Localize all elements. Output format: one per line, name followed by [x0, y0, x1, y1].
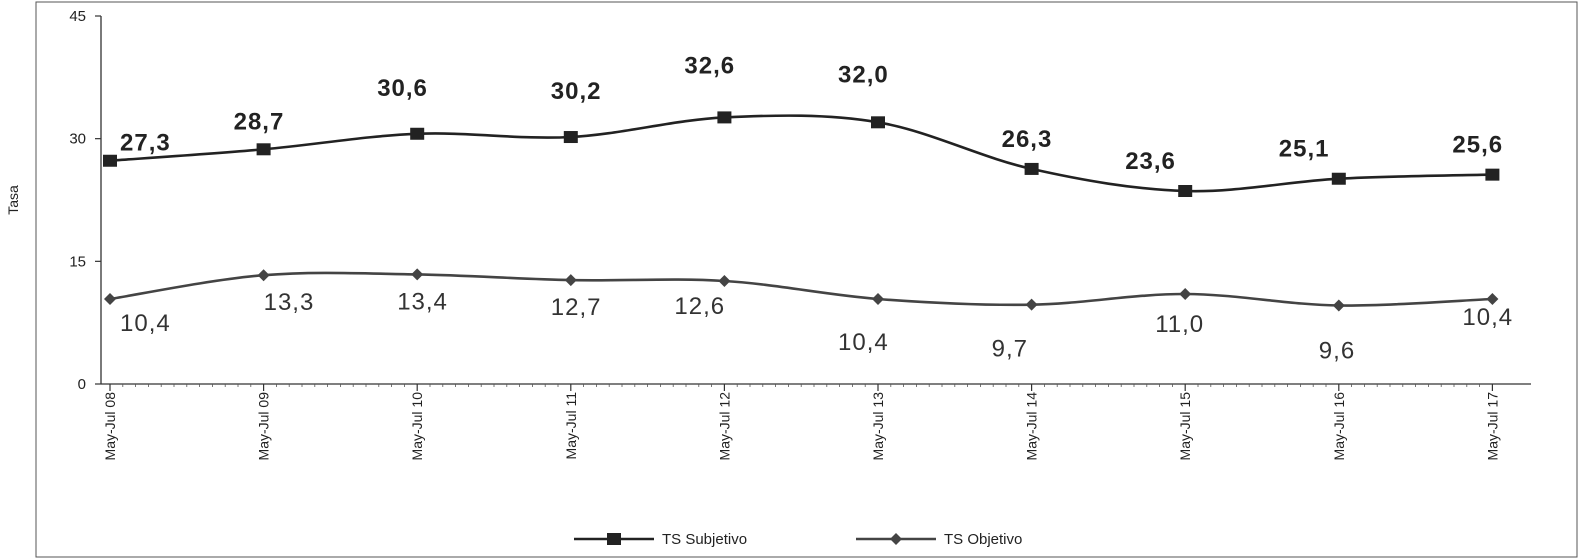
data-label: 30,6	[377, 75, 428, 102]
data-labels: 27,3 28,7 30,6 30,2 32,6 32,0 26,3 23,6 25,1 25,6…	[120, 52, 1513, 364]
data-label: 9,6	[1319, 337, 1355, 364]
data-point-diamond	[1332, 299, 1345, 312]
data-label: 32,6	[684, 52, 735, 79]
data-label: 11,0	[1155, 311, 1204, 338]
data-label: 27,3	[120, 130, 171, 157]
data-label: 12,7	[551, 294, 602, 321]
data-label: 10,4	[1462, 304, 1513, 331]
x-ticks: May-Jul 08 May-Jul 09 May-Jul 10 May-Jul 11…	[102, 384, 1500, 460]
legend-marker-diamond	[890, 533, 902, 545]
data-point-square	[1024, 162, 1039, 175]
x-tick-label: May-Jul 17	[1484, 392, 1500, 461]
y-ticks: 0 15 30 45	[69, 8, 101, 393]
data-point-diamond	[411, 268, 424, 281]
data-point-square	[1331, 172, 1346, 185]
data-point-diamond	[564, 274, 577, 287]
data-label: 12,6	[674, 293, 725, 320]
data-label: 32,0	[838, 61, 889, 88]
y-tick-label: 30	[69, 131, 86, 148]
data-point-square	[563, 131, 578, 144]
data-point-diamond	[718, 274, 731, 287]
data-point-square	[1178, 185, 1193, 198]
data-label: 28,7	[234, 108, 285, 135]
legend: TS Subjetivo TS Objetivo	[574, 531, 1022, 548]
data-point-square	[717, 111, 732, 124]
data-point-diamond	[1179, 288, 1192, 301]
x-tick-label: May-Jul 12	[716, 392, 732, 461]
x-tick-label: May-Jul 11	[563, 392, 579, 460]
data-point-diamond	[1486, 292, 1499, 305]
data-point-diamond	[1025, 298, 1038, 311]
x-tick-label: May-Jul 16	[1331, 392, 1347, 461]
data-label: 30,2	[551, 78, 602, 105]
series-line-ts-subjetivo	[109, 114, 1493, 193]
data-label: 25,6	[1452, 132, 1503, 159]
data-point-square	[871, 116, 885, 129]
series-layer	[103, 111, 1500, 312]
data-point-diamond	[872, 292, 884, 305]
legend-marker-square	[607, 533, 621, 545]
data-point-square	[1485, 168, 1500, 181]
data-point-diamond	[257, 269, 270, 282]
legend-label: TS Subjetivo	[662, 531, 747, 548]
data-label: 13,3	[264, 289, 315, 316]
x-tick-label: May-Jul 14	[1024, 392, 1040, 461]
x-tick-label: May-Jul 13	[870, 392, 886, 461]
data-label: 10,4	[838, 329, 889, 356]
y-tick-label: 15	[69, 253, 86, 270]
y-axis-title: Tasa	[5, 185, 21, 215]
series-line-ts-objetivo	[109, 271, 1493, 307]
y-tick-label: 0	[78, 376, 86, 393]
data-label: 23,6	[1125, 148, 1176, 175]
data-label: 26,3	[1002, 126, 1053, 153]
data-label: 25,1	[1279, 136, 1330, 163]
legend-label: TS Objetivo	[944, 531, 1022, 548]
data-label: 10,4	[120, 310, 171, 337]
chart-frame	[35, 1, 1578, 558]
data-point-square	[103, 154, 117, 167]
x-tick-label: May-Jul 09	[256, 392, 272, 461]
data-point-square	[410, 127, 425, 140]
data-point-square	[256, 143, 271, 156]
y-tick-label: 45	[69, 8, 86, 25]
data-point-diamond	[104, 292, 116, 305]
data-label: 9,7	[992, 336, 1028, 363]
x-tick-label: May-Jul 10	[409, 392, 425, 461]
x-tick-label: May-Jul 08	[102, 392, 118, 461]
x-tick-label: May-Jul 15	[1177, 392, 1193, 461]
data-label: 13,4	[397, 288, 448, 315]
